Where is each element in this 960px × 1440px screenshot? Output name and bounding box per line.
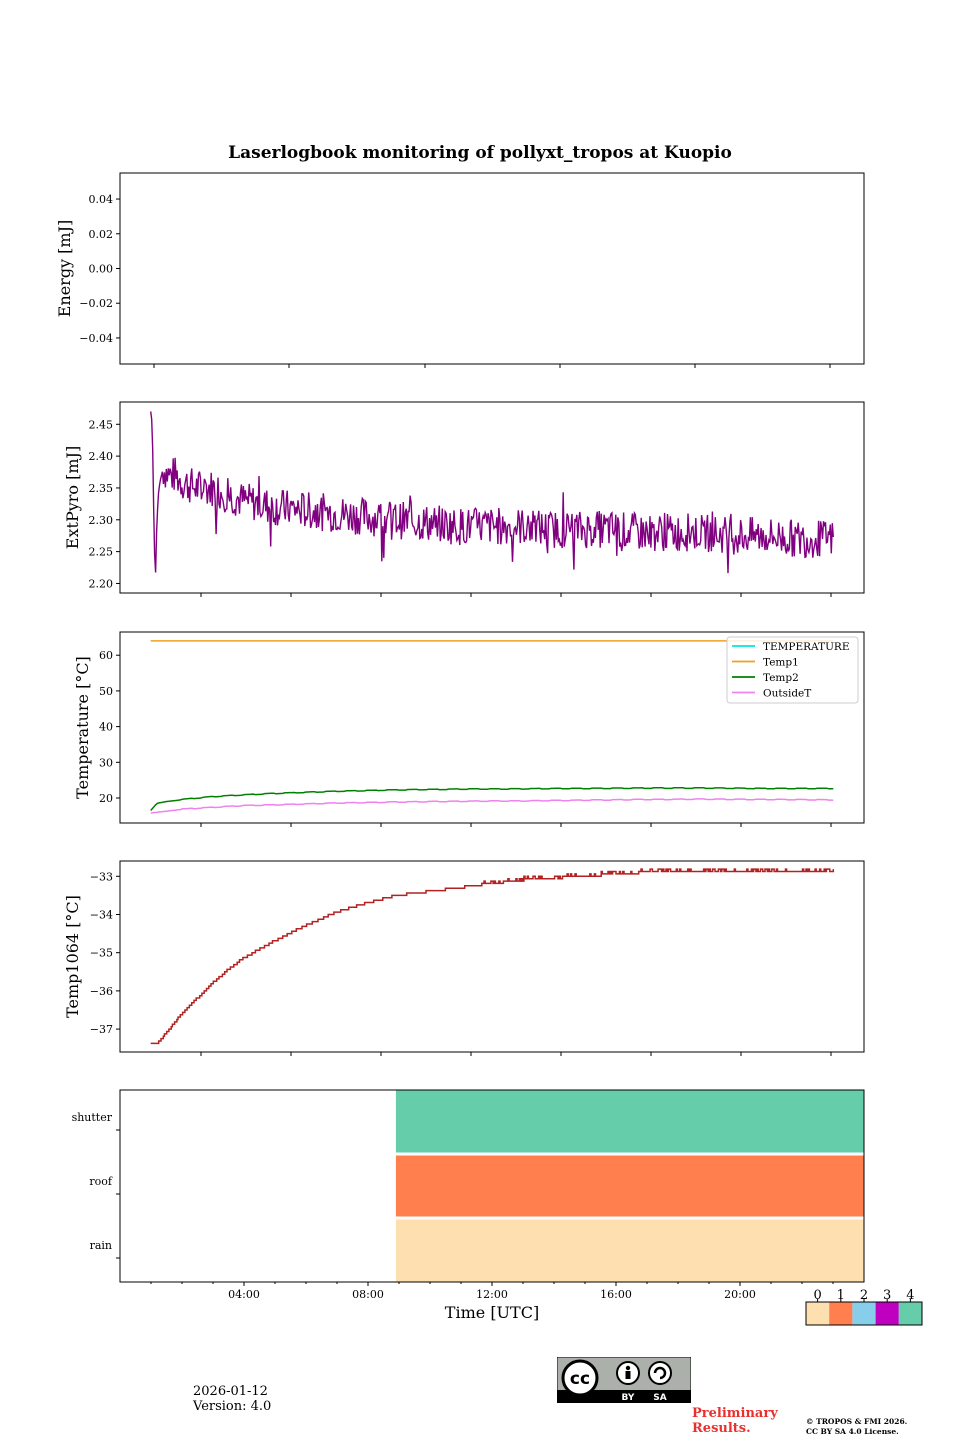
status-segment-rain — [395, 1219, 864, 1282]
axes-frame — [119, 401, 865, 594]
preliminary-results: Preliminary Results. — [692, 1406, 778, 1436]
energy-panel: 0.04 0.02 0.00 −0.02 −0.04 Energy [mJ] — [55, 172, 865, 368]
legend-label: OutsideT — [763, 688, 811, 700]
status-panel: shutter roof rain 04:00 08:00 12:00 16:00 20:00… — [72, 1089, 865, 1322]
y-tick-label: 0.02 — [89, 228, 114, 241]
row-label-shutter: shutter — [72, 1111, 113, 1124]
x-tick-label: 20:00 — [724, 1288, 756, 1301]
y-tick-label: 2.45 — [89, 418, 114, 431]
cc-label: cc — [570, 1369, 590, 1389]
colorbar-label: 3 — [883, 1288, 891, 1303]
legend-label: Temp1 — [763, 657, 799, 669]
y-tick-label: 50 — [99, 685, 113, 698]
y-tick-label: 2.35 — [89, 482, 114, 495]
y-tick-label: 2.40 — [89, 450, 114, 463]
temperature-panel: 60 50 40 30 20 Temperature [°C] TEMPERATURE Tem… — [73, 631, 865, 827]
y-tick-label: 0.04 — [89, 193, 114, 206]
copyright-line-1: © TROPOS & FMI 2026. — [806, 1417, 908, 1426]
preliminary-line-2: Results. — [692, 1421, 751, 1436]
y-axis-label: Temperature [°C] — [73, 656, 92, 799]
y-tick-label: −36 — [90, 985, 113, 998]
cc-by-sa-badge: cc BY SA — [556, 1356, 692, 1404]
date-text: 2026-01-12 — [193, 1384, 268, 1399]
colorbar-frame — [805, 1301, 923, 1326]
y-axis-label: ExtPyro [mJ] — [63, 446, 82, 549]
share-alike-icon — [648, 1361, 672, 1385]
colorbar-cell-0 — [806, 1302, 830, 1325]
y-axis-label: Temp1064 [°C] — [63, 895, 82, 1018]
extpyro-line — [150, 411, 834, 574]
x-tick-label: 16:00 — [600, 1288, 632, 1301]
y-tick-label: 60 — [99, 649, 113, 662]
status-segment-shutter — [395, 1090, 864, 1153]
series-line-outsidet — [150, 798, 834, 814]
y-tick-label: −35 — [90, 947, 113, 960]
status-segment-roof — [395, 1155, 864, 1217]
axes-frame — [119, 172, 865, 365]
x-tick-label: 12:00 — [476, 1288, 508, 1301]
y-tick-label: 30 — [99, 756, 113, 769]
y-tick-label: 40 — [99, 721, 113, 734]
by-label: BY — [622, 1393, 635, 1403]
axes-frame — [119, 631, 865, 824]
y-tick-label: −0.02 — [79, 297, 113, 310]
colorbar-cell-4 — [898, 1302, 922, 1325]
colorbar-cell-3 — [875, 1302, 899, 1325]
preliminary-line-1: Preliminary — [692, 1406, 778, 1421]
y-tick-label: −34 — [90, 908, 113, 921]
y-tick-label: −33 — [90, 870, 113, 883]
colorbar-label: 2 — [860, 1288, 868, 1303]
x-tick-label: 08:00 — [352, 1288, 384, 1301]
sa-label: SA — [653, 1393, 666, 1403]
y-axis-label: Energy [mJ] — [55, 220, 74, 318]
colorbar-cell-1 — [829, 1302, 853, 1325]
date-version: 2026-01-12 Version: 4.0 — [193, 1384, 271, 1414]
temp1064-panel: −33 −34 −35 −36 −37 Temp1064 [°C] — [63, 860, 865, 1056]
axes-frame — [119, 860, 865, 1053]
colorbar-label: 1 — [837, 1288, 845, 1303]
x-axis-label: Time [UTC] — [445, 1303, 539, 1322]
extpyro-panel: 2.45 2.40 2.35 2.30 2.25 2.20 ExtPyro [mJ] — [63, 401, 865, 597]
series-line-temp2 — [150, 787, 834, 811]
colorbar-cell-2 — [852, 1302, 876, 1325]
colorbar-label: 0 — [813, 1288, 821, 1303]
x-tick-label: 04:00 — [228, 1288, 260, 1301]
y-tick-label: 20 — [99, 792, 113, 805]
y-tick-label: 2.30 — [89, 514, 114, 527]
version-text: Version: 4.0 — [193, 1399, 272, 1414]
copyright-line-2: CC BY SA 4.0 License. — [806, 1427, 899, 1436]
temp1064-line — [150, 868, 835, 1045]
copyright: © TROPOS & FMI 2026. CC BY SA 4.0 Licens… — [806, 1417, 907, 1437]
y-tick-label: −37 — [90, 1023, 113, 1036]
legend-label: TEMPERATURE — [763, 641, 850, 653]
legend-label: Temp2 — [763, 672, 799, 684]
legend-box — [726, 636, 859, 704]
colorbar-label: 4 — [906, 1288, 914, 1303]
chart-title: Laserlogbook monitoring of pollyxt_tropo… — [228, 143, 732, 163]
y-tick-label: 2.25 — [89, 546, 114, 559]
y-tick-label: 0.00 — [89, 263, 114, 276]
row-label-rain: rain — [90, 1239, 112, 1252]
row-label-roof: roof — [89, 1175, 113, 1188]
y-tick-label: −0.04 — [79, 332, 113, 345]
legend: TEMPERATURE Temp1 Temp2 OutsideT — [726, 636, 859, 704]
y-tick-label: 2.20 — [89, 577, 114, 590]
